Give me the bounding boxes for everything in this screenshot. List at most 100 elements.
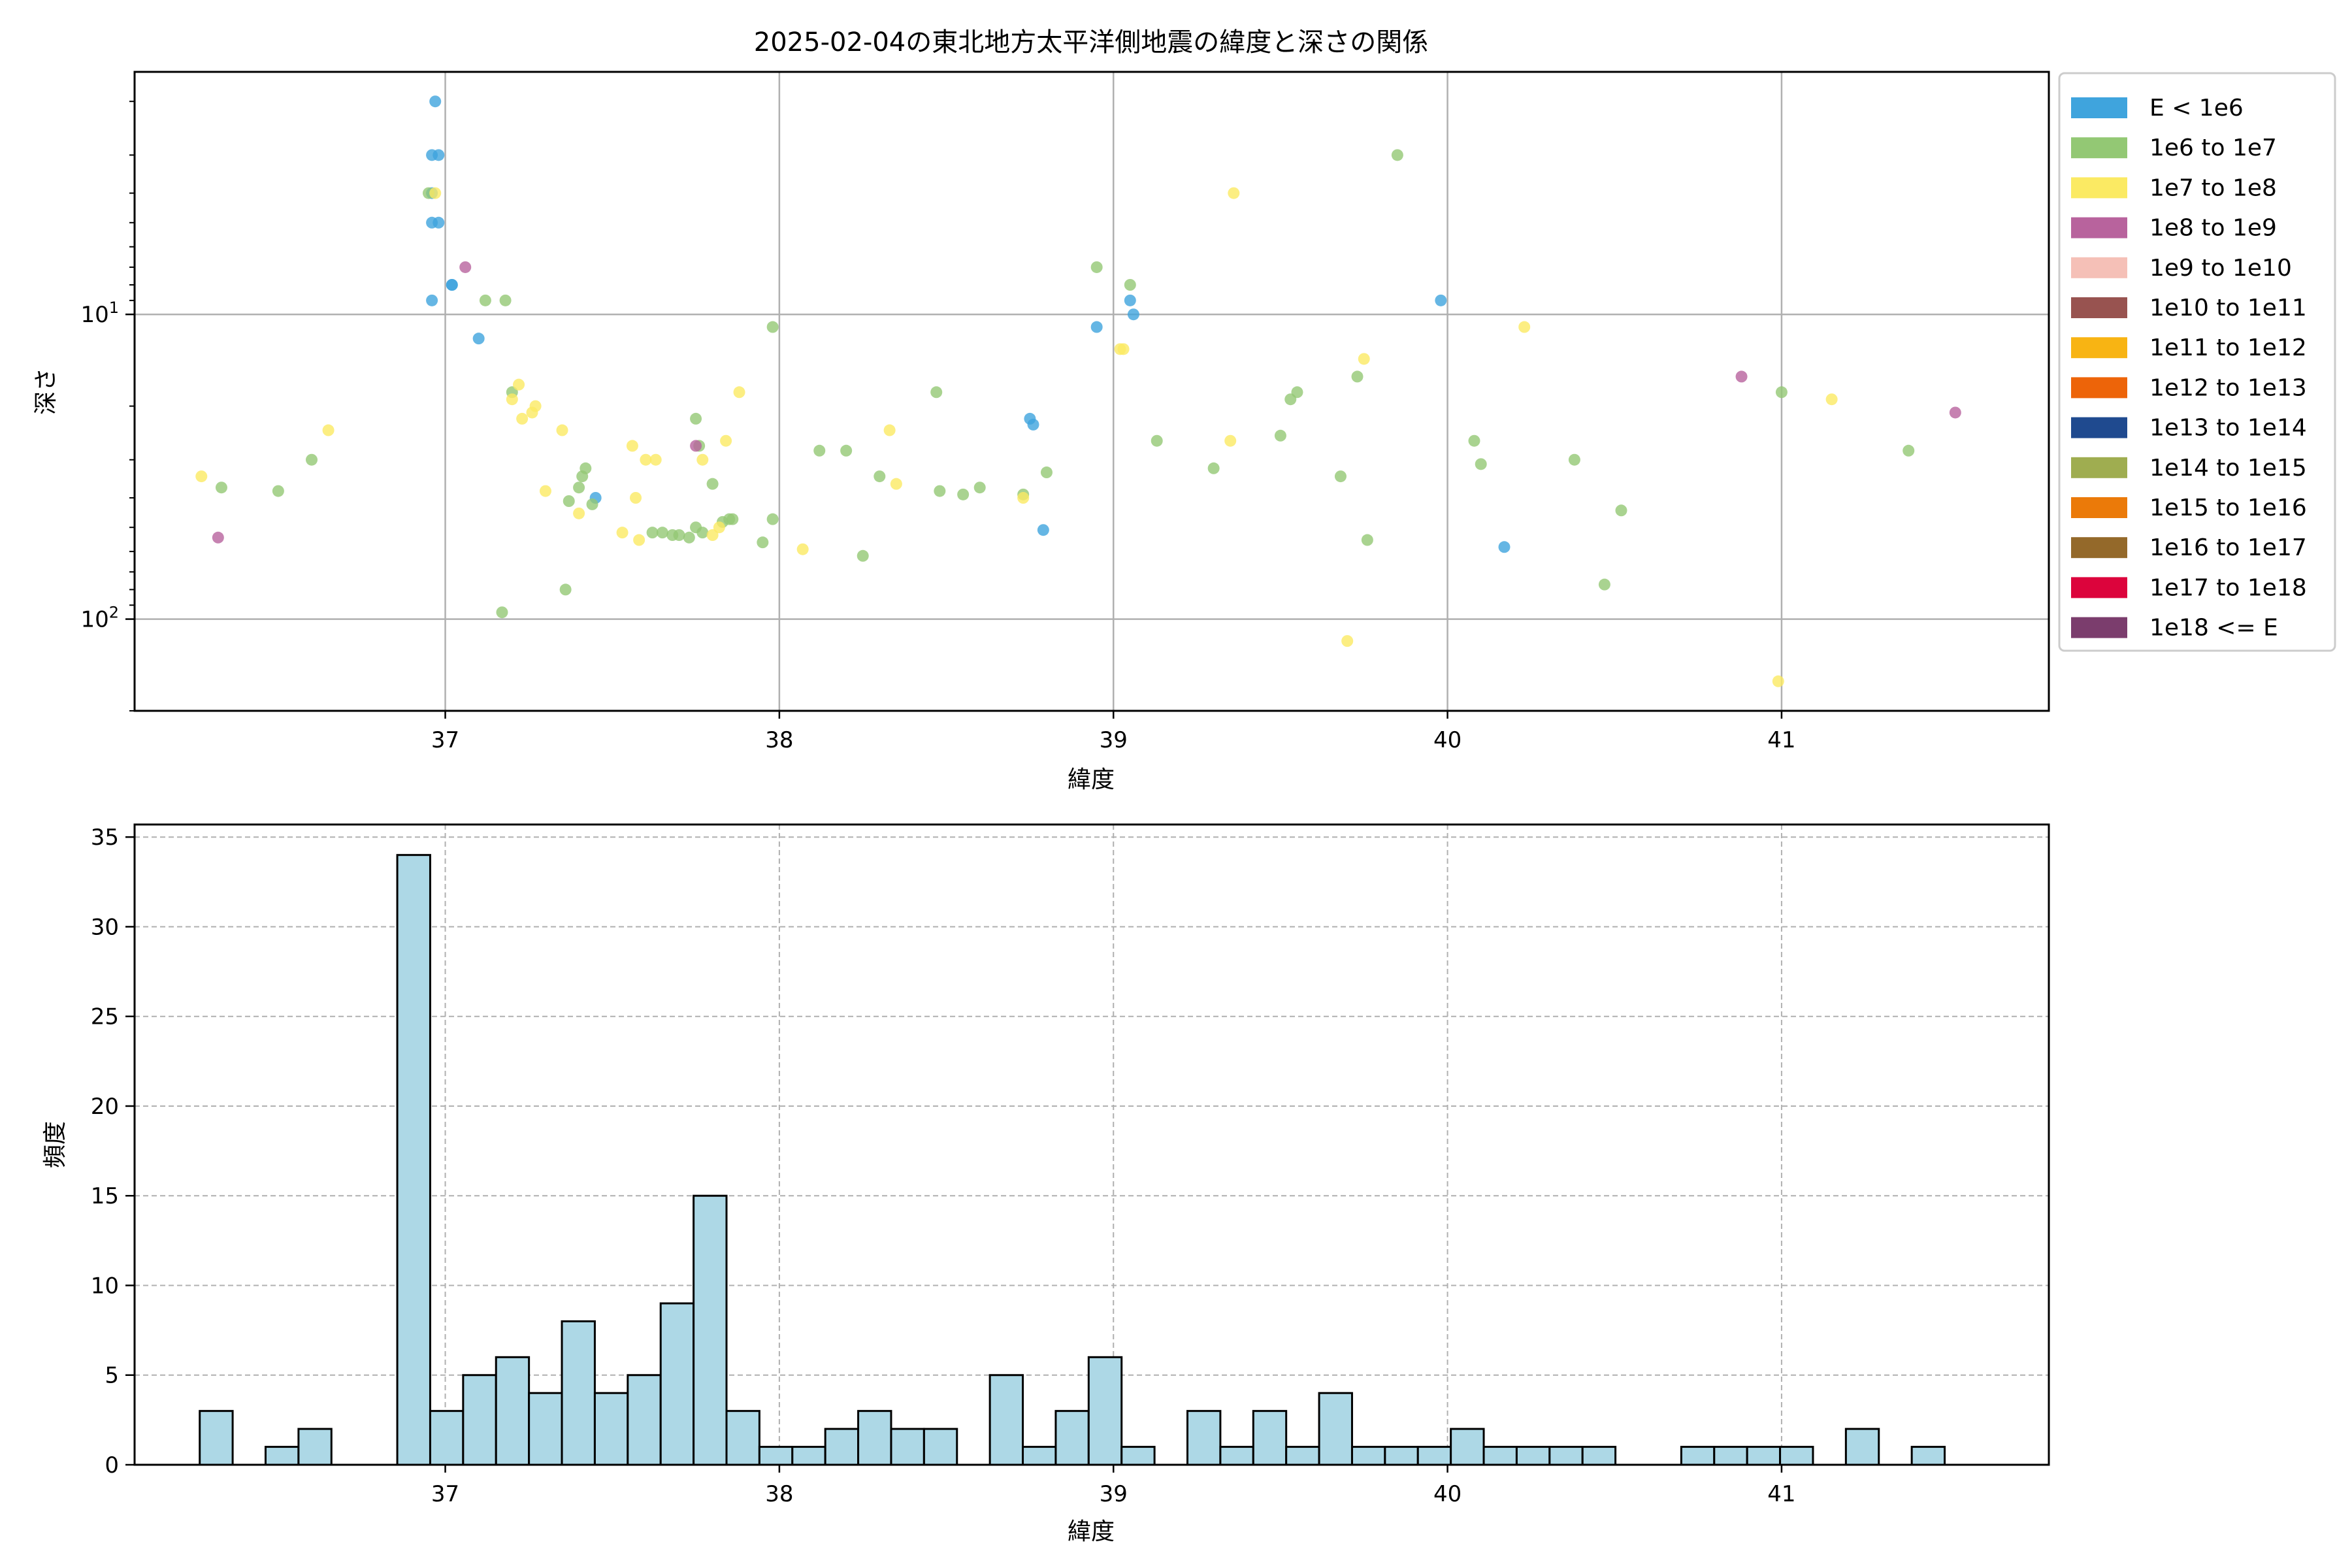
scatter-point <box>1027 418 1039 431</box>
scatter-point <box>640 453 652 466</box>
scatter-point <box>757 536 769 549</box>
scatter-point <box>646 527 659 539</box>
scatter-point <box>1117 343 1130 355</box>
scatter-point <box>322 424 335 436</box>
scatter-point <box>1361 534 1373 546</box>
histogram-bar <box>1252 1410 1288 1466</box>
scatter-point <box>649 453 662 466</box>
histogram-bar <box>1350 1446 1386 1466</box>
histogram-bar <box>1515 1446 1551 1466</box>
scatter-point <box>713 521 725 534</box>
scatter-point <box>429 95 442 108</box>
histogram-bar <box>1285 1446 1320 1466</box>
scatter-point <box>433 216 445 229</box>
scatter-point <box>957 488 970 500</box>
scatter-points <box>195 95 1961 687</box>
scatter-point <box>1090 261 1103 273</box>
scatter-point <box>433 149 445 161</box>
histogram-bar <box>1054 1410 1090 1466</box>
histogram-bar <box>1087 1356 1123 1466</box>
scatter-point <box>1228 187 1240 199</box>
scatter-point <box>796 543 809 555</box>
scatter-point <box>813 444 826 457</box>
histogram-bar <box>462 1374 497 1466</box>
scatter-point <box>1475 458 1487 470</box>
scatter-point <box>766 321 779 333</box>
histogram-bar <box>1680 1446 1716 1466</box>
histogram-bar <box>659 1302 695 1466</box>
scatter-x-tick-label: 38 <box>765 727 793 753</box>
scatter-point <box>1903 444 1915 457</box>
scatter-point <box>1949 406 1961 419</box>
scatter-point <box>513 378 525 391</box>
scatter-x-tick-label: 40 <box>1433 727 1462 753</box>
histogram-bar <box>429 1410 465 1466</box>
scatter-point <box>1498 541 1511 553</box>
histogram-bar <box>693 1194 728 1466</box>
scatter-point <box>706 478 719 490</box>
histogram-bar <box>1746 1446 1782 1466</box>
legend-swatch <box>2071 177 2127 199</box>
histogram-bar <box>297 1428 333 1466</box>
scatter-point <box>459 261 472 273</box>
scatter-point <box>496 606 508 619</box>
scatter-point <box>890 478 902 490</box>
scatter-grid <box>135 72 2049 711</box>
scatter-x-ticks: 37 38 39 40 41 <box>431 711 1796 753</box>
scatter-point <box>573 482 585 494</box>
legend-label: 1e10 to 1e11 <box>2149 295 2307 321</box>
histogram-y-tick-label: 35 <box>91 825 119 851</box>
histogram-x-ticks: 37 38 39 40 41 <box>431 1465 1796 1507</box>
scatter-point <box>696 527 709 539</box>
histogram-bar <box>1186 1410 1222 1466</box>
scatter-point <box>306 453 318 466</box>
scatter-point <box>499 294 512 306</box>
scatter-point <box>1151 434 1163 447</box>
histogram-bar <box>1844 1428 1880 1466</box>
histogram-bar <box>264 1446 300 1466</box>
scatter-point <box>1518 321 1531 333</box>
legend-frame <box>2058 72 2336 652</box>
scatter-point <box>426 294 438 306</box>
scatter-point <box>1037 524 1049 536</box>
histogram-y-tick-label: 25 <box>91 1004 119 1030</box>
histogram-bar <box>1120 1446 1156 1466</box>
histogram-bar <box>857 1410 892 1466</box>
legend-swatch <box>2071 617 2127 638</box>
scatter-point <box>626 440 638 452</box>
scatter-point <box>633 534 645 546</box>
legend-swatch <box>2071 257 2127 278</box>
scatter-point <box>690 412 702 425</box>
scatter-point <box>1090 321 1103 333</box>
scatter-point <box>215 482 227 494</box>
legend-label: 1e6 to 1e7 <box>2149 135 2277 161</box>
scatter-point <box>720 434 732 447</box>
legend-label: E < 1e6 <box>2149 95 2244 122</box>
histogram-y-tick-label: 20 <box>91 1094 119 1120</box>
scatter-plot-frame <box>133 71 2050 712</box>
scatter-point <box>1291 386 1303 399</box>
histogram-bars <box>199 854 1946 1466</box>
scatter-point <box>479 294 491 306</box>
histogram-bar <box>791 1446 826 1466</box>
scatter-point <box>429 187 442 199</box>
scatter-point <box>766 513 779 525</box>
histogram-y-tick-label: 10 <box>91 1273 119 1299</box>
legend-label: 1e13 to 1e14 <box>2149 415 2307 442</box>
scatter-point <box>1040 466 1053 479</box>
histogram-bar <box>199 1410 234 1466</box>
legend-label: 1e11 to 1e12 <box>2149 335 2307 361</box>
scatter-point <box>586 498 598 510</box>
scatter-point <box>1391 149 1403 161</box>
scatter-point <box>1124 279 1136 291</box>
histogram-bar <box>495 1356 531 1466</box>
scatter-point <box>580 462 592 474</box>
histogram-x-tick-label: 37 <box>431 1481 459 1507</box>
histogram-bar <box>1910 1446 1946 1466</box>
scatter-point <box>1334 470 1347 483</box>
scatter-point <box>506 393 518 406</box>
scatter-x-tick-label: 41 <box>1767 727 1795 753</box>
legend-swatch <box>2071 217 2127 238</box>
legend-swatch <box>2071 497 2127 518</box>
